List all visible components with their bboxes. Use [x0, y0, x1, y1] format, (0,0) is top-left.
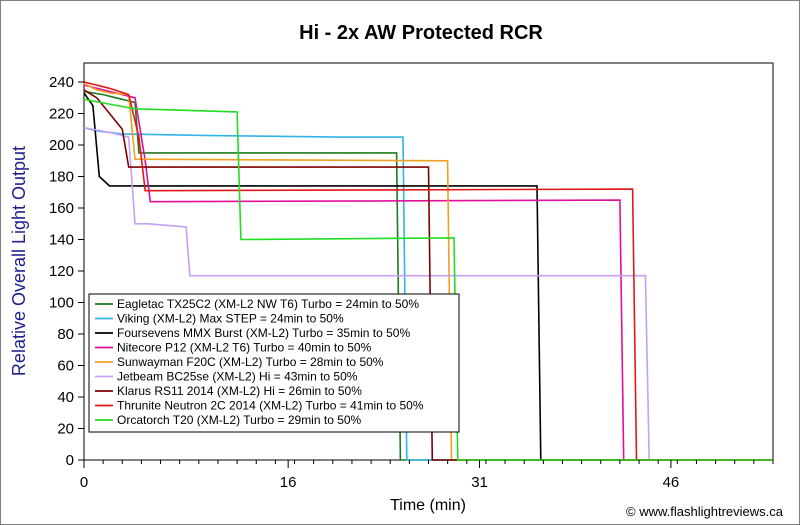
y-tick-label: 20	[57, 421, 74, 438]
legend-box	[88, 293, 460, 433]
axes-group: 0 20 40 60 80 100 120 140 160 180 200 220 240 0 16 31 46	[49, 74, 774, 491]
x-tick-label: 0	[80, 474, 88, 491]
y-tick-label: 100	[49, 295, 74, 312]
legend-label-7: Klarus RS11 2014 (XM-L2) Hi = 26min to 5…	[117, 384, 362, 398]
x-tick-label: 16	[280, 474, 297, 491]
series-line-4	[83, 84, 773, 461]
y-axis-title: Relative Overall Light Output	[9, 146, 29, 376]
legend-label-9: Orcatorch T20 (XM-L2) Turbo = 29min to 5…	[117, 413, 362, 427]
y-tick-label: 200	[49, 137, 74, 154]
y-tick-label: 240	[49, 74, 74, 91]
legend-label-4: Nitecore P12 (XM-L2 T6) Turbo = 40min to…	[117, 341, 372, 355]
y-tick-label: 0	[66, 452, 74, 469]
y-tick-label: 160	[49, 200, 74, 217]
legend: Eagletac TX25C2 (XM-L2 NW T6) Turbo = 24…	[88, 293, 460, 433]
series-line-8	[83, 81, 773, 461]
y-tick-label: 180	[49, 169, 74, 186]
legend-label-2: Viking (XM-L2) Max STEP = 24min to 50%	[117, 312, 344, 326]
x-tick-label: 31	[471, 474, 488, 491]
y-tick-label: 120	[49, 263, 74, 280]
y-tick-label: 40	[57, 389, 74, 406]
y-tick-label: 60	[57, 358, 74, 375]
legend-label-3: Foursevens MMX Burst (XM-L2) Turbo = 35m…	[117, 326, 410, 340]
y-tick-label: 80	[57, 326, 74, 343]
credit-text: © www.flashlightreviews.ca	[626, 504, 784, 519]
series-line-6	[83, 126, 773, 461]
x-axis-title: Time (min)	[390, 497, 466, 514]
legend-label-1: Eagletac TX25C2 (XM-L2 NW T6) Turbo = 24…	[117, 297, 419, 311]
x-tick-label: 46	[663, 474, 680, 491]
legend-label-5: Sunwayman F20C (XM-L2) Turbo = 28min to …	[117, 355, 384, 369]
y-tick-label: 140	[49, 232, 74, 249]
chart-title: Hi - 2x AW Protected RCR	[299, 22, 543, 44]
y-tick-label: 220	[49, 106, 74, 123]
legend-label-8: Thrunite Neutron 2C 2014 (XM-L2) Turbo =…	[117, 399, 424, 413]
legend-label-6: Jetbeam BC25se (XM-L2) Hi = 43min to 50%	[117, 370, 358, 384]
